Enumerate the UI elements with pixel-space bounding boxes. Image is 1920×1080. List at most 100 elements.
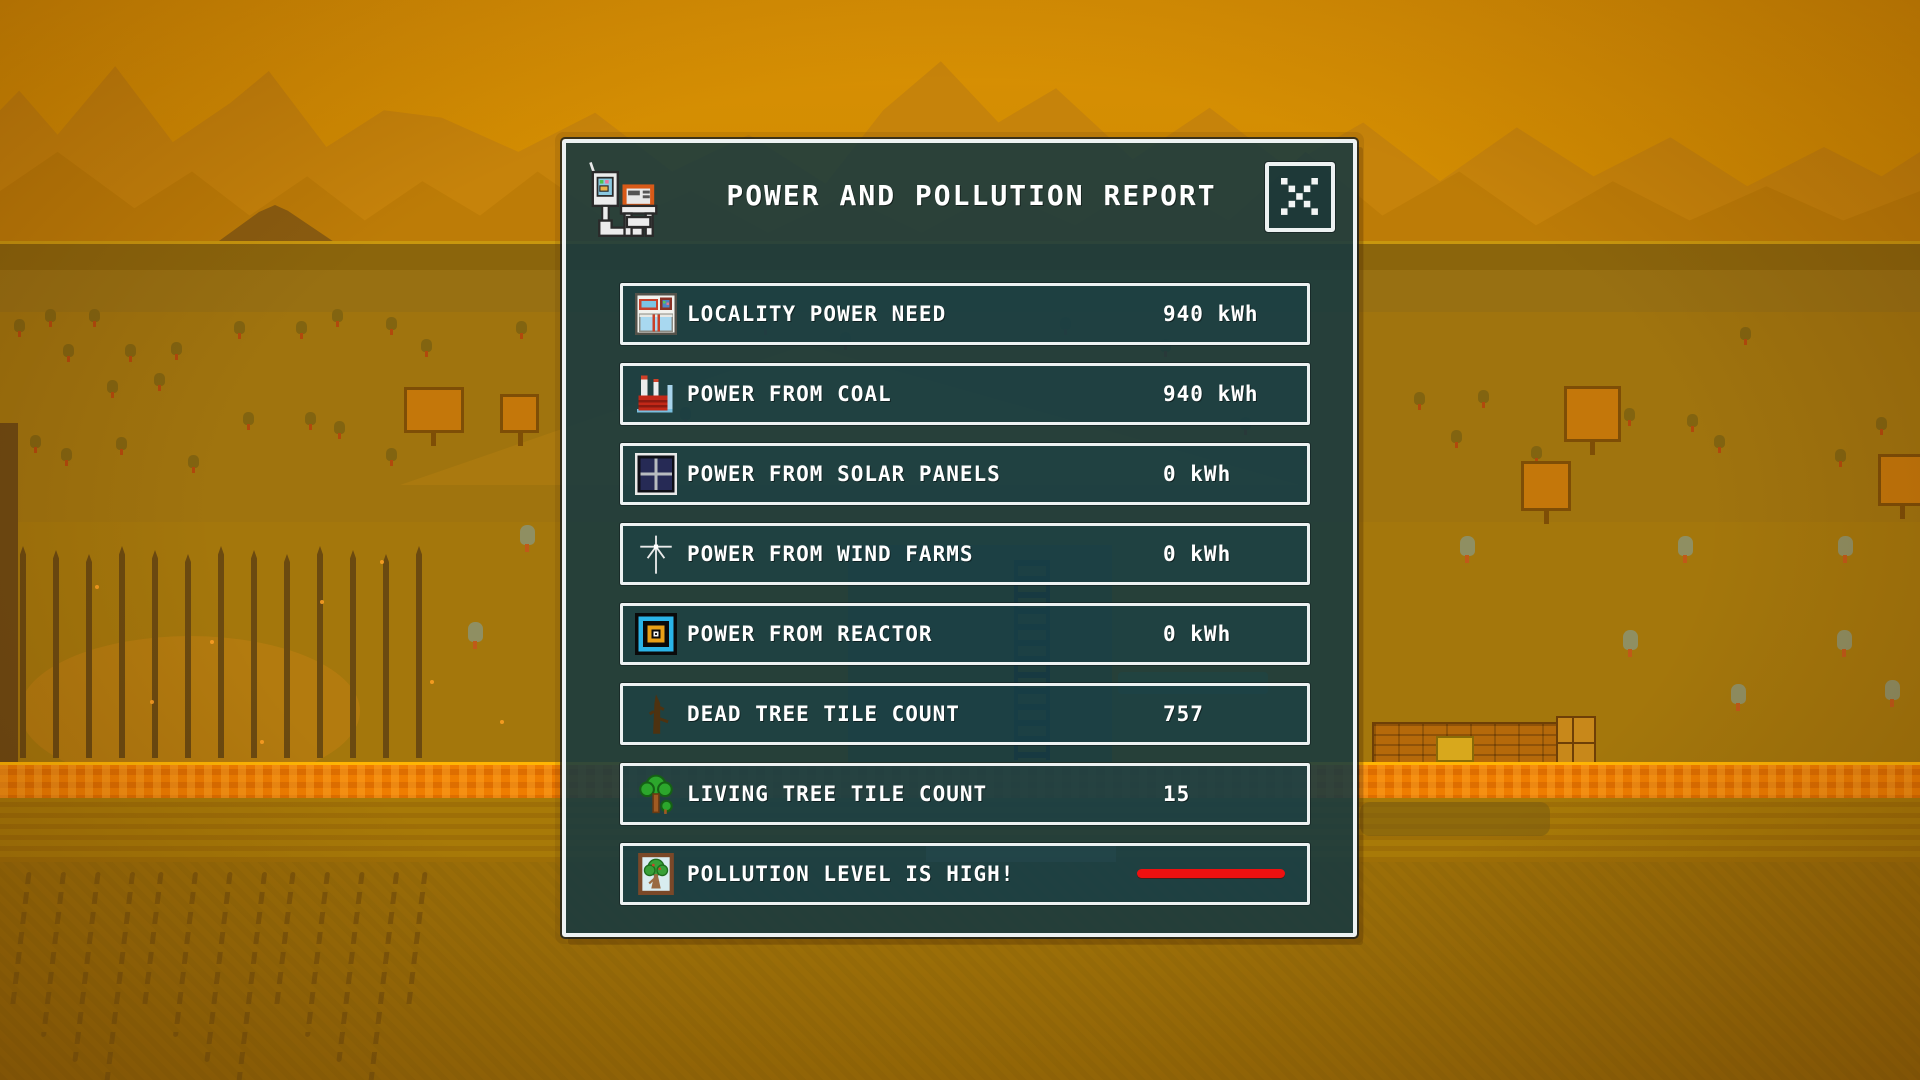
edge-tree-trunk [0, 423, 18, 764]
wall-door [1556, 716, 1596, 766]
small-tree [116, 437, 127, 455]
report-row-label: DEAD TREE TILE COUNT [687, 702, 960, 726]
billboard [1878, 454, 1920, 519]
small-tree [154, 373, 165, 391]
dead-tree [416, 546, 422, 758]
small-tree [516, 321, 527, 339]
pollution-tree-icon [635, 853, 677, 895]
small-tree [1876, 417, 1887, 435]
report-row-label: POWER FROM COAL [687, 382, 892, 406]
ember-particle [500, 720, 504, 724]
small-tree [234, 321, 245, 339]
dead-tree [218, 546, 224, 758]
close-button[interactable] [1264, 161, 1336, 233]
small-tree [332, 309, 343, 327]
small-tree [1414, 392, 1425, 410]
dialog-header: POWER AND POLLUTION REPORT [566, 143, 1353, 247]
report-machine-icon [584, 158, 678, 242]
dead-tree-icon [635, 693, 677, 735]
small-tree [1835, 449, 1846, 467]
gray-tree [1885, 680, 1900, 707]
gray-tree [1837, 630, 1852, 657]
small-tree [386, 317, 397, 335]
report-rows: LOCALITY POWER NEED 940 kWh POWER FROM CO… [619, 282, 1311, 923]
dead-tree [350, 550, 356, 758]
locality-building-icon [635, 293, 677, 335]
small-tree [125, 344, 136, 362]
report-row-value: 15 [1163, 782, 1191, 806]
small-tree [61, 448, 72, 466]
gray-tree [1460, 536, 1475, 563]
dead-tree [20, 546, 26, 758]
dead-tree [86, 554, 92, 758]
small-tree [334, 421, 345, 439]
ember-particle [320, 600, 324, 604]
small-tree [188, 455, 199, 473]
reactor-icon [635, 613, 677, 655]
dead-tree [284, 554, 290, 758]
small-tree [14, 319, 25, 337]
dead-tree [317, 546, 323, 758]
ember-particle [260, 740, 264, 744]
report-row: POWER FROM SOLAR PANELS 0 kWh [619, 442, 1311, 506]
living-tree-icon [635, 773, 677, 815]
close-x-icon [1281, 178, 1318, 215]
report-row: POLLUTION LEVEL IS HIGH! [619, 842, 1311, 906]
small-tree [1478, 390, 1489, 408]
report-row-label: POWER FROM WIND FARMS [687, 542, 974, 566]
ember-particle [380, 560, 384, 564]
report-row-value: 940 kWh [1163, 302, 1259, 326]
small-tree [1714, 435, 1725, 453]
dead-tree [119, 546, 125, 758]
report-row-label: POLLUTION LEVEL IS HIGH! [687, 862, 1015, 886]
gray-tree [1623, 630, 1638, 657]
small-tree [243, 412, 254, 430]
report-row: POWER FROM REACTOR 0 kWh [619, 602, 1311, 666]
dead-tree [185, 554, 191, 758]
dialog-title: POWER AND POLLUTION REPORT [726, 178, 1217, 212]
crate [1436, 736, 1474, 762]
ember-particle [210, 640, 214, 644]
report-row-label: LOCALITY POWER NEED [687, 302, 947, 326]
coal-plant-icon [635, 373, 677, 415]
ember-particle [430, 680, 434, 684]
wall-reflection [1360, 802, 1550, 836]
report-row: DEAD TREE TILE COUNT 757 [619, 682, 1311, 746]
dead-tree [53, 550, 59, 758]
small-tree [1531, 446, 1542, 464]
small-tree [421, 339, 432, 357]
report-row: POWER FROM WIND FARMS 0 kWh [619, 522, 1311, 586]
report-row-value: 0 kWh [1163, 462, 1232, 486]
small-tree [63, 344, 74, 362]
small-tree [107, 380, 118, 398]
gray-tree [1731, 684, 1746, 711]
report-row-value: 0 kWh [1163, 622, 1232, 646]
report-row-label: LIVING TREE TILE COUNT [687, 782, 988, 806]
gray-tree [1838, 536, 1853, 563]
report-row-label: POWER FROM REACTOR [687, 622, 933, 646]
ember-particle [150, 700, 154, 704]
billboard [1521, 461, 1571, 524]
report-row: POWER FROM COAL 940 kWh [619, 362, 1311, 426]
small-tree [45, 309, 56, 327]
billboard [404, 387, 464, 446]
ember-particle [95, 585, 99, 589]
wind-turbine-icon [635, 533, 677, 575]
small-tree [1740, 327, 1751, 345]
small-tree [305, 412, 316, 430]
small-tree [1624, 408, 1635, 426]
report-row-label: POWER FROM SOLAR PANELS [687, 462, 1001, 486]
pollution-level-bar [1137, 869, 1285, 878]
brick-wall [1372, 722, 1594, 766]
gray-tree [468, 622, 483, 649]
report-row-value: 940 kWh [1163, 382, 1259, 406]
report-row: LOCALITY POWER NEED 940 kWh [619, 282, 1311, 346]
dead-tree [152, 550, 158, 758]
small-tree [386, 448, 397, 466]
report-row: LIVING TREE TILE COUNT 15 [619, 762, 1311, 826]
small-tree [296, 321, 307, 339]
billboard [1564, 386, 1621, 455]
report-row-value: 757 [1163, 702, 1204, 726]
report-row-value: 0 kWh [1163, 542, 1232, 566]
